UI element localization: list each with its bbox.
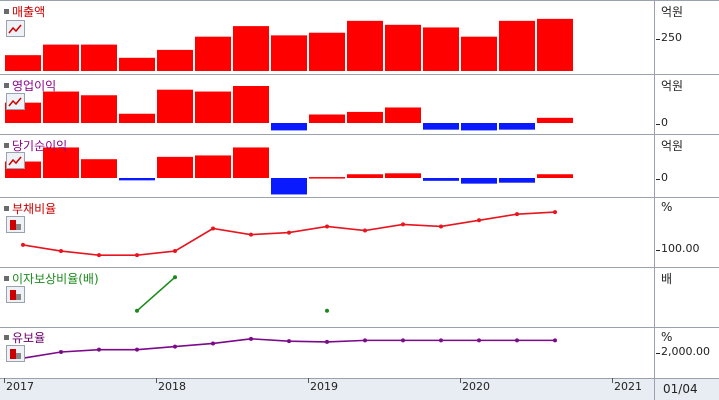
revenue-bar	[309, 32, 345, 71]
debt-ratio-tick: 100.00	[661, 242, 700, 255]
net-income-bar	[233, 147, 269, 178]
op-profit-bar	[43, 91, 79, 123]
bullet-icon	[4, 276, 9, 281]
op-profit-bar	[157, 89, 193, 123]
reserve-ratio-tick: 2,000.00	[661, 345, 710, 358]
net-income-bar	[195, 155, 231, 178]
revenue-bar	[537, 18, 573, 71]
op-profit-bar	[461, 123, 497, 131]
net-income-bar	[81, 159, 117, 178]
x-label-2021: 2021	[614, 380, 642, 393]
reserve-ratio-unit: %	[661, 330, 673, 344]
icr-point	[325, 308, 329, 313]
icr-panel	[0, 267, 654, 327]
revenue-bar	[347, 20, 383, 71]
op-profit-bar	[271, 123, 307, 131]
op-profit-bar	[195, 91, 231, 123]
bar-chart-toggle-icon[interactable]	[6, 286, 25, 303]
net-income-bar	[423, 178, 459, 181]
revenue-title: 매출액	[12, 5, 46, 19]
net-income-axis: 억원 0	[654, 134, 719, 197]
op-profit-bar	[81, 95, 117, 123]
revenue-bar	[385, 24, 421, 71]
debt-ratio-line	[22, 211, 556, 256]
revenue-bar	[423, 27, 459, 71]
line-chart-toggle-icon[interactable]	[6, 20, 25, 37]
op-profit-tick: 0	[661, 116, 668, 129]
net-income-bar	[461, 178, 497, 184]
bar-chart-toggle-icon[interactable]	[6, 216, 25, 233]
revenue-bar	[157, 49, 193, 71]
revenue-unit: 억원	[661, 5, 684, 19]
line-chart-toggle-icon[interactable]	[6, 93, 25, 110]
op-profit-bar	[385, 107, 421, 123]
net-income-bar	[43, 147, 79, 178]
x-axis-area	[0, 378, 654, 400]
op-profit-bar	[423, 123, 459, 130]
reserve-ratio-axis: % 2,000.00	[654, 327, 719, 378]
net-income-tick: 0	[661, 171, 668, 184]
revenue-bar	[81, 44, 117, 71]
icr-title-group: 이자보상비율(배)	[4, 270, 99, 287]
icr-axis: 배	[654, 267, 719, 327]
revenue-bar	[271, 35, 307, 71]
net-income-bar	[347, 174, 383, 178]
x-label-2019: 2019	[310, 380, 338, 393]
revenue-bar	[195, 36, 231, 71]
net-income-bar	[271, 178, 307, 195]
x-label-2018: 2018	[158, 380, 186, 393]
x-label-2020: 2020	[462, 380, 490, 393]
op-profit-bar	[499, 123, 535, 130]
date-box: 01/04	[654, 378, 719, 400]
bullet-icon	[4, 206, 9, 211]
op-profit-title-group: 영업이익	[4, 77, 56, 94]
net-income-title: 당기순이익	[12, 139, 68, 153]
revenue-bar	[233, 26, 269, 71]
debt-ratio-title: 부채비율	[12, 202, 57, 216]
revenue-bar	[5, 55, 41, 71]
icr-line	[136, 276, 176, 312]
bar-chart-toggle-icon[interactable]	[6, 345, 25, 362]
op-profit-bar	[347, 111, 383, 123]
reserve-ratio-line	[22, 338, 555, 359]
net-income-bar	[157, 156, 193, 178]
icr-unit: 배	[661, 272, 673, 286]
revenue-bar	[499, 20, 535, 71]
reserve-ratio-title: 유보율	[12, 331, 46, 345]
op-profit-bar	[309, 114, 345, 123]
revenue-title-group: 매출액	[4, 3, 45, 20]
net-income-bar	[499, 178, 535, 183]
revenue-tick: 250	[661, 31, 682, 44]
net-income-bar	[119, 178, 155, 181]
line-chart-toggle-icon[interactable]	[6, 152, 25, 169]
net-income-bar	[309, 177, 345, 179]
revenue-bar	[119, 57, 155, 71]
op-profit-title: 영업이익	[12, 79, 57, 93]
net-income-title-group: 당기순이익	[4, 137, 67, 154]
revenue-axis: 억원 250	[654, 0, 719, 74]
net-income-bar	[385, 173, 421, 178]
debt-ratio-unit: %	[661, 200, 673, 214]
reserve-ratio-title-group: 유보율	[4, 329, 45, 346]
reserve-ratio-panel	[0, 327, 654, 378]
bullet-icon	[4, 83, 9, 88]
net-income-unit: 억원	[661, 139, 684, 153]
bullet-icon	[4, 143, 9, 148]
debt-ratio-title-group: 부채비율	[4, 200, 56, 217]
debt-ratio-axis: % 100.00	[654, 197, 719, 267]
end-date-label: 01/04	[663, 382, 698, 396]
revenue-bar	[461, 36, 497, 71]
op-profit-bar	[233, 86, 269, 123]
icr-title: 이자보상비율(배)	[12, 272, 99, 286]
revenue-bar	[43, 44, 79, 71]
chart-canvas	[5, 18, 573, 361]
bullet-icon	[4, 335, 9, 340]
op-profit-bar	[119, 113, 155, 123]
net-income-bar	[537, 174, 573, 178]
op-profit-axis: 억원 0	[654, 74, 719, 134]
x-label-2017: 2017	[6, 380, 34, 393]
op-profit-bar	[537, 117, 573, 123]
bullet-icon	[4, 9, 9, 14]
op-profit-unit: 억원	[661, 79, 684, 93]
